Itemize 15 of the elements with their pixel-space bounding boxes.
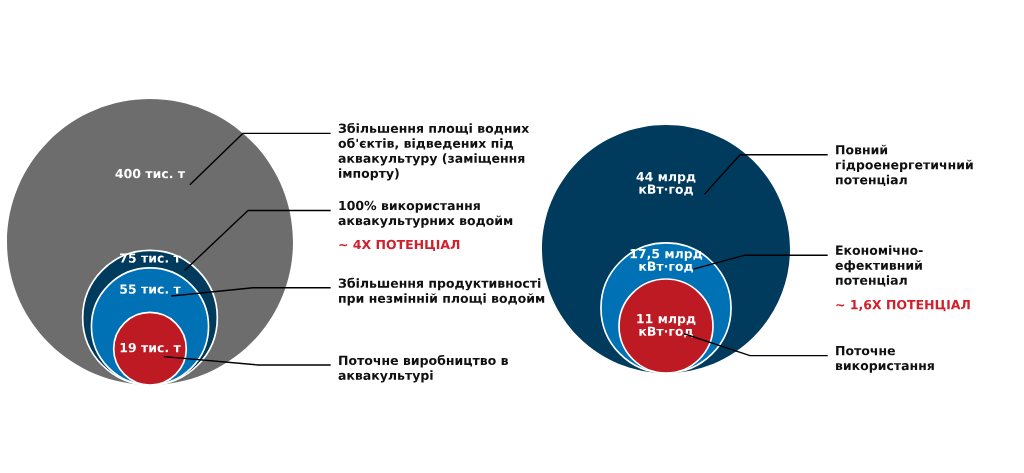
category-label: Поточне виробництво в аквакультурі bbox=[338, 354, 508, 383]
data-label: 55 тис. т bbox=[120, 284, 181, 294]
category-label: Збільшення площі водних об'єктів, відведених під аквакультуру (заміщення імпорту) bbox=[338, 122, 530, 181]
category-label: Економічно- ефективний потенціал bbox=[835, 245, 923, 287]
category-label: Поточне використання bbox=[836, 346, 934, 373]
category-label: Збільшення продуктивності при незмінній площі водойм bbox=[338, 277, 545, 306]
data-label: 44 млрд кВт·год bbox=[636, 172, 696, 196]
data-label: 11 млрд кВт·год bbox=[637, 314, 696, 338]
data-label: 19 тис. т bbox=[120, 342, 181, 353]
category-label: 100% використання аквакультурних водойм bbox=[338, 200, 513, 228]
data-label: 17,5 млрд кВт·год bbox=[630, 249, 703, 273]
data-label: 400 тис. т bbox=[115, 168, 186, 179]
text: ~ 1,6X ПОТЕНЦІАЛ bbox=[836, 299, 970, 312]
text: ~ 4X ПОТЕНЦІАЛ bbox=[339, 239, 460, 251]
category-label: Повний гідроенергетичний потенціал bbox=[836, 144, 973, 186]
